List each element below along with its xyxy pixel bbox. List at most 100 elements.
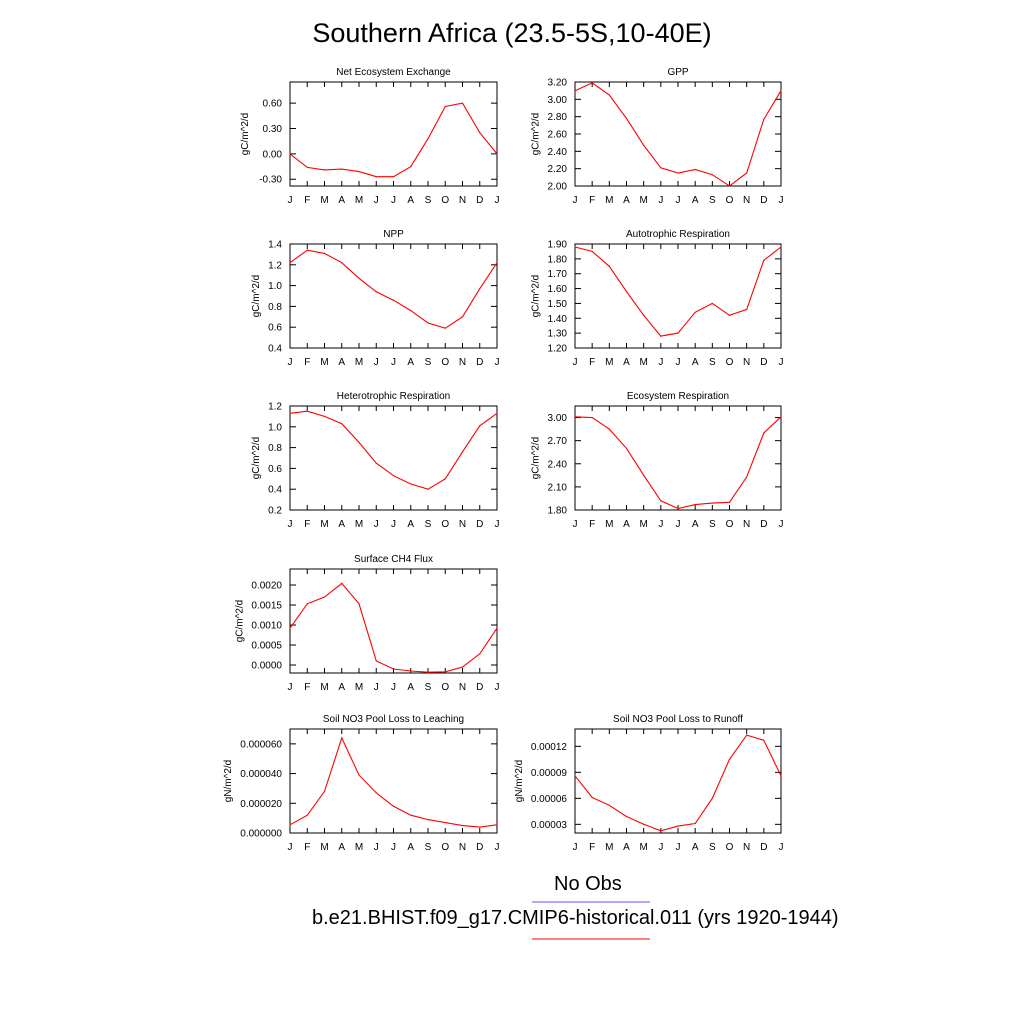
data-point bbox=[358, 171, 360, 173]
chart-title: Net Ecosystem Exchange bbox=[336, 67, 451, 78]
data-point bbox=[289, 627, 291, 629]
x-tick-label: M bbox=[605, 195, 613, 206]
data-point bbox=[392, 176, 395, 178]
data-point bbox=[591, 796, 593, 799]
y-tick-label: 2.70 bbox=[548, 436, 568, 447]
data-point bbox=[728, 758, 731, 760]
x-tick-label: F bbox=[589, 357, 595, 368]
series-line bbox=[289, 582, 498, 673]
y-tick-label: -0.30 bbox=[259, 175, 282, 186]
y-tick-label: 2.00 bbox=[548, 182, 568, 193]
data-point bbox=[728, 185, 731, 187]
x-tick-label: M bbox=[320, 682, 328, 693]
data-point bbox=[306, 410, 308, 412]
data-point bbox=[574, 416, 576, 418]
data-point bbox=[694, 504, 696, 506]
x-tick-label: J bbox=[573, 842, 578, 853]
data-point bbox=[625, 117, 628, 119]
x-tick-label: O bbox=[441, 519, 449, 530]
x-tick-label: J bbox=[495, 357, 500, 368]
x-tick-label: J bbox=[779, 195, 784, 206]
x-tick-label: A bbox=[407, 842, 414, 853]
data-point bbox=[341, 423, 343, 425]
x-tick-label: J bbox=[391, 195, 396, 206]
data-point bbox=[289, 153, 291, 155]
data-point bbox=[341, 168, 343, 170]
data-point bbox=[479, 425, 481, 427]
page-title: Southern Africa (23.5-5S,10-40E) bbox=[312, 18, 712, 48]
x-tick-label: J bbox=[676, 195, 681, 206]
x-tick-label: A bbox=[692, 357, 699, 368]
x-tick-label: O bbox=[726, 357, 734, 368]
x-tick-label: O bbox=[441, 357, 449, 368]
data-point bbox=[410, 814, 412, 816]
x-tick-label: N bbox=[459, 519, 466, 530]
plot-frame bbox=[289, 243, 498, 349]
x-tick-label: J bbox=[288, 682, 293, 693]
data-point bbox=[375, 176, 377, 178]
data-point bbox=[392, 668, 395, 670]
y-tick-label: 1.90 bbox=[548, 240, 568, 251]
x-tick-label: S bbox=[425, 195, 432, 206]
data-point bbox=[660, 167, 662, 169]
plot-frame bbox=[289, 81, 498, 187]
data-point bbox=[323, 415, 326, 417]
data-point bbox=[694, 311, 696, 313]
x-tick-label: F bbox=[589, 195, 595, 206]
x-tick-label: A bbox=[623, 195, 630, 206]
data-point bbox=[306, 249, 308, 251]
series-line bbox=[574, 416, 782, 510]
data-point bbox=[427, 138, 429, 140]
x-tick-label: J bbox=[288, 519, 293, 530]
y-tick-label: 0.00006 bbox=[531, 794, 568, 805]
y-axis-label: gC/m^2/d bbox=[531, 113, 542, 156]
x-tick-label: D bbox=[760, 842, 767, 853]
x-tick-label: O bbox=[441, 842, 449, 853]
series-line bbox=[574, 82, 782, 187]
data-point bbox=[711, 797, 713, 799]
x-tick-label: O bbox=[726, 842, 734, 853]
x-tick-label: A bbox=[692, 519, 699, 530]
data-point bbox=[444, 671, 446, 673]
x-tick-label: A bbox=[338, 519, 345, 530]
y-tick-label: 2.80 bbox=[548, 112, 568, 123]
x-tick-label: O bbox=[726, 195, 734, 206]
data-point bbox=[496, 824, 498, 826]
data-point bbox=[461, 102, 464, 104]
data-point bbox=[358, 277, 360, 279]
data-point bbox=[625, 447, 628, 449]
y-tick-label: 0.30 bbox=[263, 124, 283, 135]
data-point bbox=[711, 502, 713, 504]
data-point bbox=[608, 94, 610, 96]
data-point bbox=[574, 246, 576, 248]
data-point bbox=[461, 824, 464, 827]
y-tick-label: 0.4 bbox=[268, 344, 282, 355]
data-point bbox=[392, 475, 395, 477]
chart-title: Soil NO3 Pool Loss to Leaching bbox=[323, 714, 464, 725]
x-tick-label: J bbox=[391, 519, 396, 530]
x-tick-label: A bbox=[623, 357, 630, 368]
data-point bbox=[479, 288, 481, 290]
x-tick-label: A bbox=[338, 842, 345, 853]
data-point bbox=[323, 596, 326, 598]
data-point bbox=[574, 775, 576, 777]
data-point bbox=[375, 792, 377, 794]
data-point bbox=[306, 814, 308, 816]
x-tick-label: N bbox=[459, 195, 466, 206]
x-tick-label: F bbox=[304, 682, 310, 693]
x-tick-label: J bbox=[779, 357, 784, 368]
x-tick-label: J bbox=[391, 357, 396, 368]
data-point bbox=[780, 416, 782, 418]
y-tick-label: 0.6 bbox=[268, 323, 282, 334]
x-tick-label: S bbox=[709, 519, 716, 530]
data-point bbox=[289, 824, 291, 826]
y-tick-label: 3.00 bbox=[548, 95, 568, 106]
data-point bbox=[479, 653, 481, 655]
x-tick-label: J bbox=[573, 519, 578, 530]
data-point bbox=[427, 488, 429, 490]
y-tick-label: 1.2 bbox=[268, 260, 282, 271]
x-tick-label: A bbox=[338, 357, 345, 368]
